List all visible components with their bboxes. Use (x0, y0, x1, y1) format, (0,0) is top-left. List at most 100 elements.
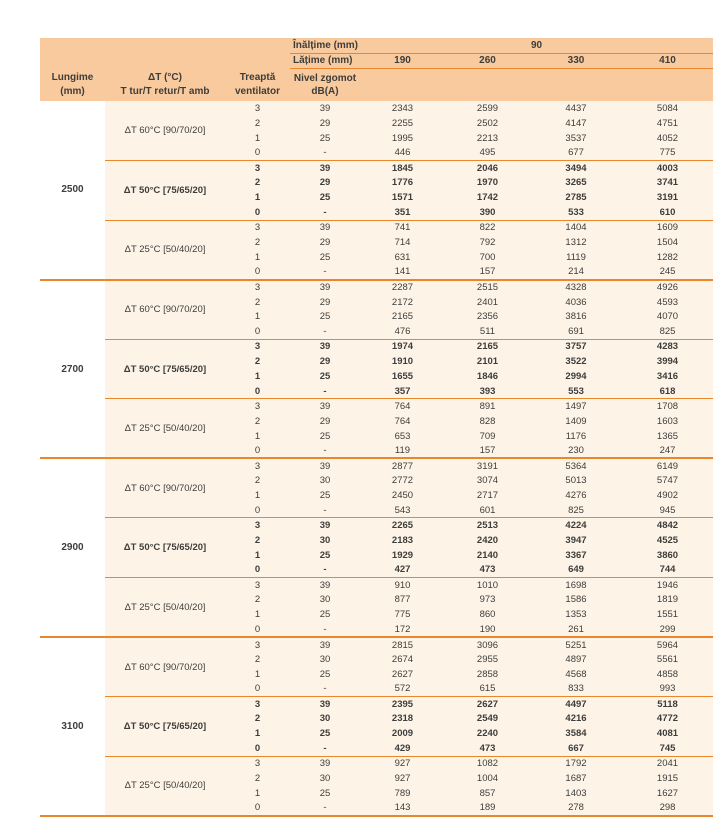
output-value-cell: 5118 (622, 696, 713, 712)
output-value-cell: 1010 (445, 577, 530, 593)
header-row-columns: Lungime (mm) ΔT (°C) T tur/T retur/T amb… (40, 68, 713, 101)
length-cell: 3100 (40, 637, 105, 817)
output-value-cell: 828 (445, 413, 530, 429)
output-value-cell: 2627 (445, 696, 530, 712)
fan-step-cell: 2 (225, 294, 290, 310)
noise-level-cell: - (290, 562, 360, 578)
fan-step-cell: 3 (225, 339, 290, 355)
data-row: 0-429 473 667 745 (40, 741, 713, 757)
output-value-cell: 1403 (530, 785, 622, 801)
output-value-cell: 4525 (622, 532, 713, 548)
noise-level-cell: 39 (290, 577, 360, 593)
output-value-cell: 4276 (530, 488, 622, 504)
output-value-cell: 2513 (445, 517, 530, 533)
output-value-cell: 473 (445, 562, 530, 578)
data-row: 2 29 764 828 1409 1603 (40, 413, 713, 429)
noise-level-cell: - (290, 324, 360, 340)
output-value-cell: 261 (530, 622, 622, 639)
noise-level-cell: 25 (290, 190, 360, 206)
output-value-cell: 245 (622, 264, 713, 281)
fan-step-cell: 3 (225, 101, 290, 116)
output-value-cell: 700 (445, 249, 530, 265)
output-value-cell: 6149 (622, 458, 713, 474)
data-row: 2 30 2772 3074 5013 5747 (40, 473, 713, 489)
output-value-cell: 4858 (622, 666, 713, 682)
noise-level-cell: - (290, 145, 360, 162)
fan-step-cell: 0 (225, 443, 290, 460)
output-value-cell: 927 (360, 756, 445, 772)
output-value-cell: 4052 (622, 130, 713, 146)
output-value-cell: 3584 (530, 726, 622, 742)
output-value-cell: 5084 (622, 101, 713, 116)
output-value-cell: 189 (445, 800, 530, 817)
noise-level-cell: 25 (290, 369, 360, 384)
output-value-cell: 2041 (622, 756, 713, 772)
output-value-cell: 511 (445, 324, 530, 340)
output-value-cell: 764 (360, 413, 445, 429)
output-value-cell: 910 (360, 577, 445, 593)
output-value-cell: 2343 (360, 101, 445, 116)
output-value-cell: 744 (622, 562, 713, 578)
output-value-cell: 572 (360, 681, 445, 698)
delta-t-cell: ΔT 25°C [50/40/20] (105, 577, 225, 639)
output-value-cell: 2255 (360, 115, 445, 131)
output-value-cell: 667 (530, 741, 622, 757)
output-value-cell: 1655 (360, 369, 445, 384)
output-value-cell: 172 (360, 622, 445, 639)
noise-level-cell: 29 (290, 115, 360, 131)
length-cell: 2700 (40, 279, 105, 460)
fan-step-cell: 0 (225, 324, 290, 340)
delta-t-header-line2: T tur/T retur/T amb (120, 85, 210, 97)
output-value-cell: 141 (360, 264, 445, 281)
output-value-cell: 1792 (530, 756, 622, 772)
output-value-cell: 5964 (622, 637, 713, 652)
fan-step-cell: 1 (225, 488, 290, 504)
delta-t-cell: ΔT 25°C [50/40/20] (105, 220, 225, 281)
output-value-cell: 4328 (530, 279, 622, 295)
fan-step-cell: 2 (225, 651, 290, 667)
output-value-cell: 427 (360, 562, 445, 578)
column-header-length: Lungime (mm) (40, 68, 105, 101)
fan-step-cell: 2 (225, 473, 290, 489)
data-row: 1 25 2009 2240 3584 4081 (40, 726, 713, 742)
fan-step-cell: 1 (225, 428, 290, 444)
fan-step-cell: 0 (225, 383, 290, 400)
output-value-cell: 2450 (360, 488, 445, 504)
data-row: 1 25 1929 2140 3367 3860 (40, 547, 713, 563)
output-value-cell: 877 (360, 592, 445, 608)
width-value-190: 190 (360, 53, 445, 69)
output-value-cell: 1742 (445, 190, 530, 206)
output-value-cell: 495 (445, 145, 530, 162)
output-value-cell: 601 (445, 503, 530, 519)
noise-level-cell: 39 (290, 220, 360, 236)
fan-step-cell: 1 (225, 249, 290, 265)
output-value-cell: 1627 (622, 785, 713, 801)
data-row: 1 25 631 700 1119 1282 (40, 249, 713, 265)
fan-step-cell: 0 (225, 503, 290, 519)
output-value-cell: 299 (622, 622, 713, 639)
output-value-cell: 1586 (530, 592, 622, 608)
noise-level-cell: - (290, 383, 360, 400)
fan-step-cell: 3 (225, 160, 290, 176)
data-row: 0-476 511 691 825 (40, 324, 713, 340)
noise-level-cell: - (290, 443, 360, 460)
data-row: 1 25 789 857 1403 1627 (40, 785, 713, 801)
output-value-cell: 822 (445, 220, 530, 236)
output-value-cell: 3074 (445, 473, 530, 489)
output-value-cell: 2046 (445, 160, 530, 176)
noise-level-cell: 39 (290, 756, 360, 772)
noise-level-cell: 39 (290, 517, 360, 533)
output-value-cell: 5013 (530, 473, 622, 489)
output-value-cell: 3816 (530, 309, 622, 325)
column-header-delta-t: ΔT (°C) T tur/T retur/T amb (105, 68, 225, 101)
output-value-cell: 745 (622, 741, 713, 757)
output-value-cell: 764 (360, 398, 445, 414)
delta-t-cell: ΔT 50°C [75/65/20] (105, 517, 225, 578)
data-row: 2 29 1910 2101 3522 3994 (40, 354, 713, 370)
output-value-cell: 2165 (360, 309, 445, 325)
noise-header-line2: dB(A) (311, 85, 339, 97)
fan-step-cell: 2 (225, 771, 290, 786)
delta-t-cell: ΔT 60°C [90/70/20] (105, 458, 225, 519)
output-value-cell: 4036 (530, 294, 622, 310)
output-value-cell: 2240 (445, 726, 530, 742)
